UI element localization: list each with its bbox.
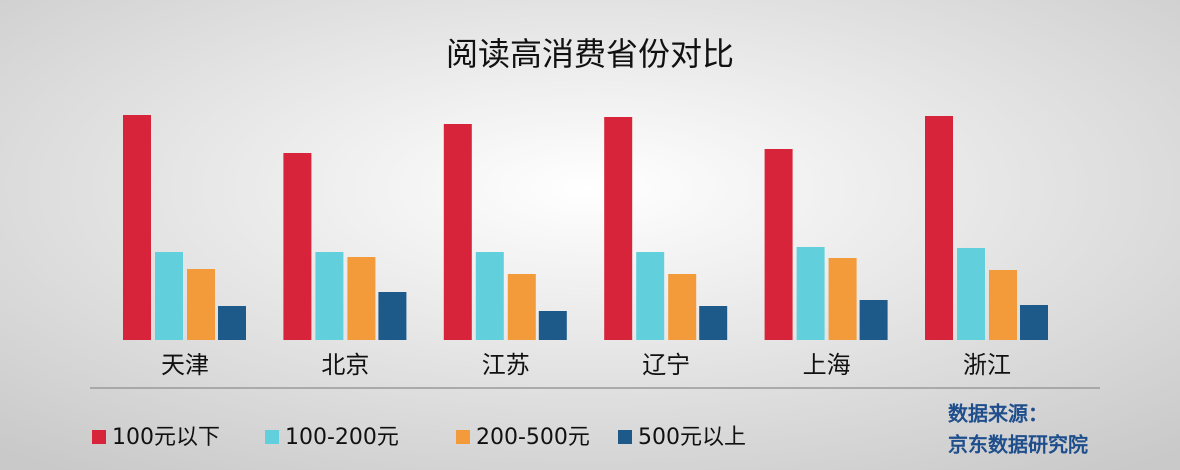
bar: [347, 257, 376, 340]
bar: [155, 252, 183, 340]
legend-swatch: [618, 430, 632, 444]
bar: [636, 252, 665, 340]
bar: [538, 311, 567, 340]
bar: [859, 300, 888, 340]
legend-swatch: [265, 430, 279, 444]
x-tick-label: 浙江: [963, 351, 1011, 379]
legend-swatch: [92, 430, 106, 444]
bar: [218, 306, 246, 340]
legend-label: 500元以上: [638, 425, 746, 450]
x-tick-label: 辽宁: [642, 351, 690, 379]
bar: [764, 149, 793, 340]
bar: [828, 258, 857, 340]
x-tick-label: 上海: [803, 351, 851, 379]
legend-swatch: [456, 430, 470, 444]
bar: [283, 153, 312, 340]
bar: [989, 270, 1017, 340]
bar: [925, 116, 953, 340]
x-tick-label: 北京: [321, 351, 369, 379]
bar: [123, 115, 151, 340]
bar: [668, 274, 697, 340]
bar: [187, 269, 215, 340]
source-label: 数据来源：: [948, 402, 1048, 426]
bar: [315, 252, 344, 340]
chart-title: 阅读高消费省份对比: [446, 35, 734, 73]
legend-label: 100-200元: [285, 425, 399, 450]
x-tick-label: 江苏: [482, 351, 530, 379]
legend-label: 200-500元: [476, 425, 590, 450]
bar: [699, 306, 728, 340]
source: 京东数据研究院: [948, 433, 1088, 457]
x-tick-label: 天津: [161, 351, 209, 379]
bar: [443, 124, 472, 340]
bar: [475, 252, 504, 340]
bar: [957, 248, 985, 340]
bar: [1020, 305, 1048, 340]
bar: [796, 247, 825, 340]
bar: [507, 274, 536, 340]
legend-label: 100元以下: [112, 425, 220, 450]
bar: [604, 117, 633, 340]
bar: [378, 292, 407, 340]
